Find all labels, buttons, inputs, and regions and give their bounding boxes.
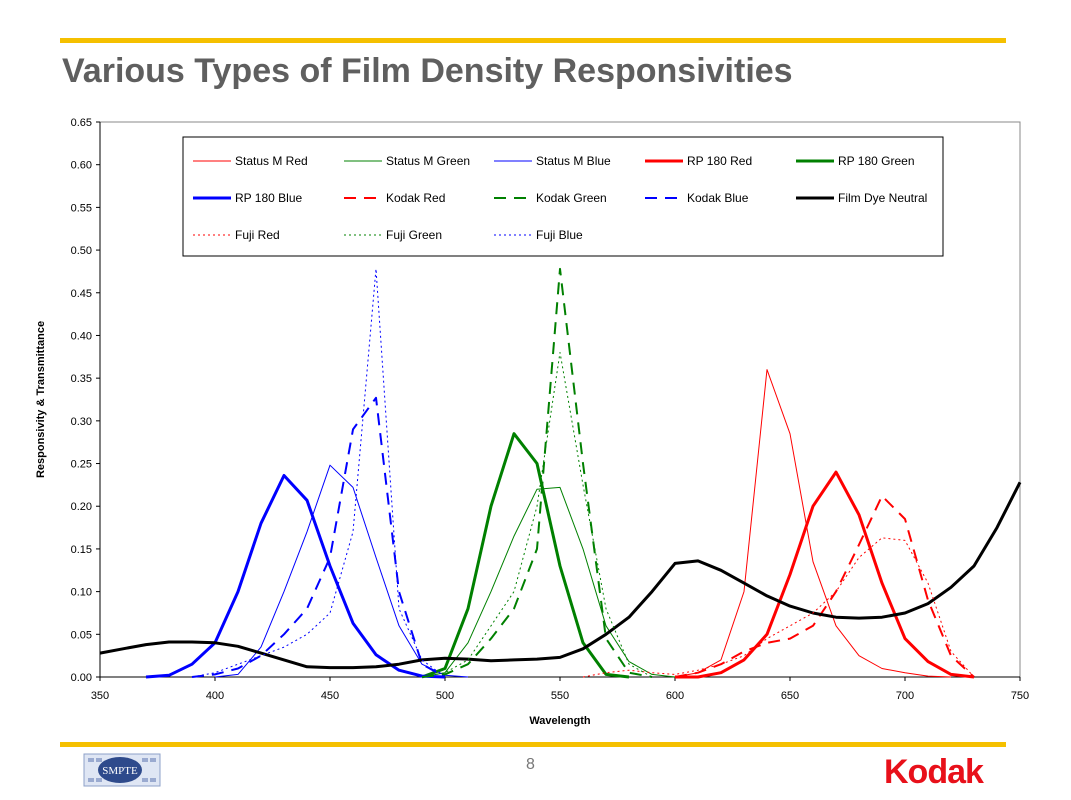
series-line-status-m-green: [421, 486, 676, 678]
y-tick-label: 0.60: [71, 160, 92, 172]
series-line-kodak-red: [674, 495, 975, 678]
legend-label: Status M Red: [235, 154, 308, 168]
x-tick-label: 500: [436, 690, 454, 702]
y-tick-label: 0.00: [71, 672, 92, 684]
y-tick-label: 0.20: [71, 501, 92, 513]
y-tick-label: 0.65: [71, 117, 92, 129]
legend-label: Fuji Red: [235, 228, 280, 242]
series-line-fuji-green: [421, 352, 653, 678]
series-line-rp-180-green: [421, 432, 630, 679]
chart-series: [99, 267, 1022, 679]
y-tick-label: 0.25: [71, 459, 92, 471]
legend-label: RP 180 Blue: [235, 191, 302, 205]
y-tick-label: 0.10: [71, 587, 92, 599]
x-tick-label: 400: [206, 690, 224, 702]
x-axis-title: Wavelength: [529, 715, 591, 727]
legend-label: Status M Blue: [536, 154, 611, 168]
series-line-rp-180-blue: [145, 474, 446, 679]
y-tick-label: 0.50: [71, 245, 92, 257]
legend-label: RP 180 Red: [687, 154, 752, 168]
x-tick-label: 750: [1011, 690, 1029, 702]
legend: Status M Red Status M Green Status M Blue R…: [182, 136, 944, 257]
legend-label: Kodak Blue: [687, 191, 749, 205]
bottom-accent-rule: [60, 742, 1006, 747]
legend-label: Kodak Green: [536, 191, 607, 205]
y-tick-label: 0.35: [71, 373, 92, 385]
chart-axes: 0.00 0.05 0.10 0.15 0.20 0.25 0.30 0.35 0.40 0.45…: [35, 117, 1029, 727]
x-tick-label: 550: [551, 690, 569, 702]
y-tick-label: 0.45: [71, 288, 92, 300]
series-line-status-m-blue: [214, 464, 469, 678]
y-tick-label: 0.15: [71, 544, 92, 556]
series-line-film-dye-neutral: [99, 481, 1022, 670]
kodak-logo: Kodak: [884, 753, 984, 791]
x-tick-label: 700: [896, 690, 914, 702]
y-tick-label: 0.30: [71, 416, 92, 428]
series-line-kodak-blue: [191, 396, 446, 678]
x-tick-label: 350: [91, 690, 109, 702]
legend-label: Film Dye Neutral: [838, 191, 927, 205]
y-tick-label: 0.05: [71, 629, 92, 641]
page-number: 8: [526, 756, 535, 773]
legend-label: Fuji Green: [386, 228, 442, 242]
series-line-rp-180-red: [675, 470, 975, 679]
y-tick-label: 0.40: [71, 330, 92, 342]
smpte-logo: SMPTE: [83, 753, 161, 787]
x-tick-label: 650: [781, 690, 799, 702]
series-line-kodak-green: [421, 267, 653, 678]
y-tick-label: 0.55: [71, 202, 92, 214]
series-line-status-m-red: [674, 369, 952, 678]
legend-label: Fuji Blue: [536, 228, 583, 242]
legend-label: Status M Green: [386, 154, 470, 168]
legend-label: Kodak Red: [386, 191, 445, 205]
legend-label: RP 180 Green: [838, 154, 915, 168]
x-tick-label: 450: [321, 690, 339, 702]
series-line-fuji-red: [582, 537, 975, 678]
smpte-logo-text: SMPTE: [102, 765, 138, 777]
y-axis-title: Responsivity & Transmittance: [35, 321, 47, 478]
top-accent-rule: [60, 38, 1006, 43]
page-title: Various Types of Film Density Responsivi…: [62, 52, 793, 90]
x-tick-label: 600: [666, 690, 684, 702]
